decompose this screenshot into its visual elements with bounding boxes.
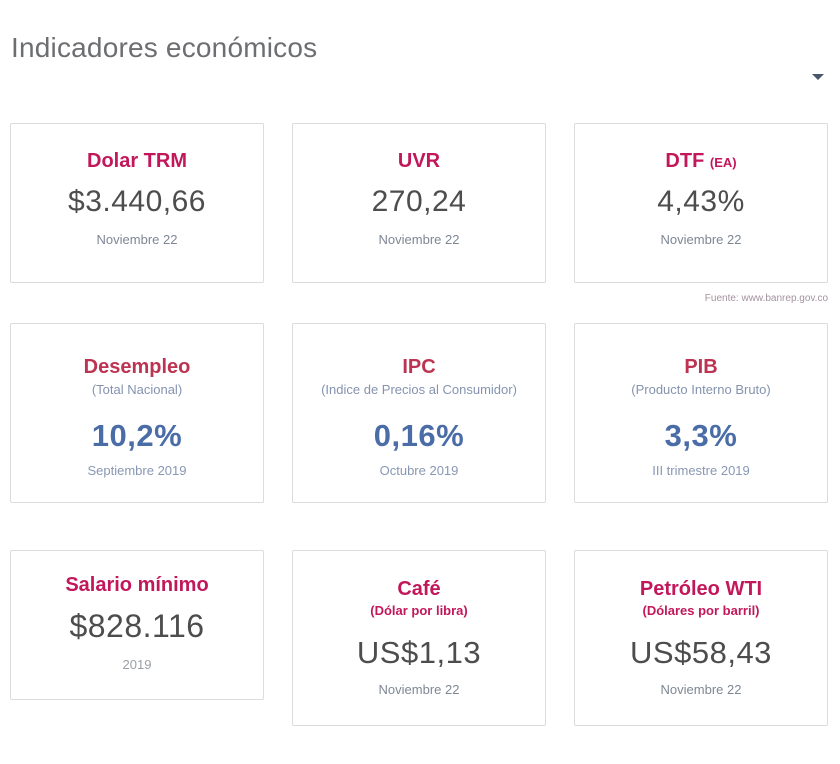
source-note: Fuente: www.banrep.gov.co <box>704 293 828 304</box>
indicator-row-2: Desempleo (Total Nacional) 10,2% Septiem… <box>10 323 828 503</box>
card-value: $828.116 <box>69 608 205 644</box>
card-title: Dolar TRM <box>87 150 187 172</box>
card-petroleo-wti: Petróleo WTI (Dólares por barril) US$58,… <box>574 550 828 726</box>
card-title: DTF (EA) <box>575 150 827 172</box>
card-date: III trimestre 2019 <box>652 463 750 479</box>
card-date: Noviembre 22 <box>378 231 460 247</box>
card-desempleo: Desempleo (Total Nacional) 10,2% Septiem… <box>10 323 264 503</box>
card-title-suffix: (EA) <box>709 155 737 170</box>
card-subtitle: (Total Nacional) <box>91 382 183 397</box>
card-uvr: UVR 270,24 Noviembre 22 <box>292 123 546 283</box>
card-dolar-trm: Dolar TRM $3.440,66 Noviembre 22 <box>10 123 264 283</box>
card-dtf: DTF (EA) 4,43% Noviembre 22 <box>574 123 828 283</box>
card-value: 4,43% <box>657 185 745 218</box>
card-subtitle: (Dólar por libra) <box>370 603 468 618</box>
page-title: Indicadores económicos <box>11 31 318 63</box>
card-subtitle: (Indice de Precios al Consumidor) <box>321 382 517 397</box>
card-salario-minimo: Salario mínimo $828.116 2019 <box>10 550 264 700</box>
card-ipc: IPC (Indice de Precios al Consumidor) 0,… <box>292 323 546 503</box>
card-title: Desempleo <box>83 356 191 378</box>
card-date: 2019 <box>122 656 152 672</box>
card-value: US$1,13 <box>356 634 482 670</box>
card-date: Noviembre 22 <box>378 682 460 698</box>
card-title: IPC <box>402 356 436 378</box>
card-title: Café <box>397 578 441 600</box>
card-date: Octubre 2019 <box>379 463 459 479</box>
card-pib: PIB (Producto Interno Bruto) 3,3% III tr… <box>574 323 828 503</box>
card-title: Petróleo WTI <box>639 578 763 600</box>
card-title-main: DTF <box>665 150 705 172</box>
card-value: 3,3% <box>664 417 738 453</box>
card-title: PIB <box>684 356 718 378</box>
card-value: $3.440,66 <box>68 185 206 218</box>
card-date: Noviembre 22 <box>660 231 742 247</box>
card-title: UVR <box>397 150 441 172</box>
indicator-row-1: Dolar TRM $3.440,66 Noviembre 22 UVR 270… <box>10 123 828 283</box>
card-date: Noviembre 22 <box>96 231 178 247</box>
card-value: 270,24 <box>371 185 467 218</box>
card-date: Noviembre 22 <box>660 682 742 698</box>
caret-down-icon[interactable] <box>812 74 824 80</box>
card-title: Salario mínimo <box>65 574 209 596</box>
card-subtitle: (Producto Interno Bruto) <box>631 382 771 397</box>
indicator-row-3: Salario mínimo $828.116 2019 Café (Dólar… <box>10 550 828 726</box>
card-subtitle: (Dólares por barril) <box>642 603 760 618</box>
card-value: 10,2% <box>91 417 183 453</box>
card-value: 0,16% <box>373 417 465 453</box>
card-cafe: Café (Dólar por libra) US$1,13 Noviembre… <box>292 550 546 726</box>
card-date: Septiembre 2019 <box>87 463 187 479</box>
card-value: US$58,43 <box>630 634 772 670</box>
